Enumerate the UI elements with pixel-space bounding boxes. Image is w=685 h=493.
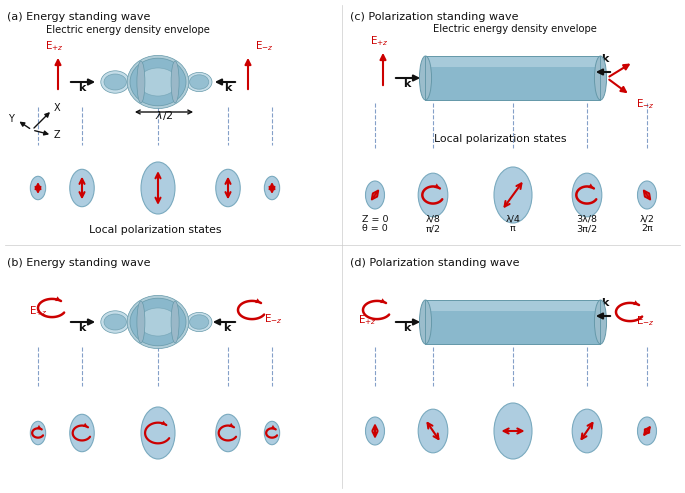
Ellipse shape — [130, 298, 186, 346]
Ellipse shape — [494, 167, 532, 223]
Ellipse shape — [264, 422, 279, 445]
Ellipse shape — [419, 300, 432, 344]
Ellipse shape — [104, 314, 127, 330]
Ellipse shape — [30, 176, 46, 200]
Text: k: k — [78, 83, 86, 93]
Text: θ = 0: θ = 0 — [362, 224, 388, 233]
Text: k: k — [601, 54, 609, 64]
Text: Electric energy density envelope: Electric energy density envelope — [433, 24, 597, 34]
Ellipse shape — [30, 422, 46, 445]
Ellipse shape — [264, 176, 279, 200]
Ellipse shape — [138, 68, 177, 96]
Text: E$_{-z}$: E$_{-z}$ — [255, 39, 274, 53]
Ellipse shape — [366, 181, 384, 209]
Bar — [425, 56, 601, 100]
Ellipse shape — [366, 417, 384, 445]
Ellipse shape — [190, 75, 209, 89]
Ellipse shape — [70, 169, 95, 207]
Ellipse shape — [130, 58, 186, 106]
Text: (d) Polarization standing wave: (d) Polarization standing wave — [350, 258, 519, 268]
Text: (c) Polarization standing wave: (c) Polarization standing wave — [350, 12, 519, 22]
Bar — [425, 56, 601, 67]
Text: $\lambda$/2: $\lambda$/2 — [155, 109, 173, 122]
Ellipse shape — [101, 71, 129, 93]
Ellipse shape — [127, 55, 189, 108]
Ellipse shape — [137, 61, 145, 103]
Text: E$_{+z}$: E$_{+z}$ — [358, 313, 376, 327]
Ellipse shape — [104, 74, 127, 90]
Ellipse shape — [127, 295, 189, 349]
Ellipse shape — [638, 181, 656, 209]
Text: k: k — [403, 323, 411, 333]
Ellipse shape — [186, 72, 212, 92]
Text: E$_{+z}$: E$_{+z}$ — [370, 34, 388, 48]
Text: Z = 0: Z = 0 — [362, 215, 388, 224]
Ellipse shape — [216, 169, 240, 207]
Bar — [425, 300, 601, 344]
Text: 3λ/8: 3λ/8 — [577, 215, 597, 224]
Text: (a) Energy standing wave: (a) Energy standing wave — [7, 12, 151, 22]
Ellipse shape — [638, 417, 656, 445]
Text: (b) Energy standing wave: (b) Energy standing wave — [7, 258, 151, 268]
Ellipse shape — [572, 173, 602, 217]
Ellipse shape — [418, 173, 448, 217]
Ellipse shape — [101, 311, 129, 333]
Text: λ/8: λ/8 — [425, 215, 440, 224]
Ellipse shape — [70, 414, 95, 452]
Ellipse shape — [190, 315, 209, 329]
Ellipse shape — [138, 308, 177, 336]
Ellipse shape — [137, 301, 145, 343]
Text: Local polarization states: Local polarization states — [434, 134, 566, 144]
Text: λ/4: λ/4 — [506, 215, 521, 224]
Bar — [425, 300, 601, 311]
Text: λ/2: λ/2 — [640, 215, 654, 224]
Text: k: k — [78, 323, 86, 333]
Text: k: k — [403, 79, 411, 89]
Ellipse shape — [572, 409, 602, 453]
Bar — [425, 56, 601, 100]
Text: 3π/2: 3π/2 — [577, 224, 597, 233]
Text: k: k — [224, 83, 232, 93]
Text: π/2: π/2 — [425, 224, 440, 233]
Ellipse shape — [171, 61, 179, 103]
Text: X: X — [54, 103, 61, 113]
Text: E$_{+z}$: E$_{+z}$ — [29, 304, 47, 318]
Text: E$_{-z}$: E$_{-z}$ — [636, 314, 655, 328]
Text: π: π — [510, 224, 516, 233]
Text: Z: Z — [54, 130, 61, 140]
Ellipse shape — [595, 56, 606, 100]
Ellipse shape — [418, 409, 448, 453]
Text: 2π: 2π — [641, 224, 653, 233]
Text: Y: Y — [8, 114, 14, 124]
Ellipse shape — [141, 407, 175, 459]
Text: E$_{+z}$: E$_{+z}$ — [45, 39, 63, 53]
Ellipse shape — [186, 313, 212, 332]
Text: E$_{-z}$: E$_{-z}$ — [636, 97, 655, 111]
Ellipse shape — [419, 56, 432, 100]
Ellipse shape — [216, 414, 240, 452]
Text: E$_{-z}$: E$_{-z}$ — [264, 312, 283, 326]
Text: Electric energy density envelope: Electric energy density envelope — [46, 25, 210, 35]
Text: Local polarization states: Local polarization states — [89, 225, 221, 235]
Ellipse shape — [595, 300, 606, 344]
Ellipse shape — [494, 403, 532, 459]
Text: k: k — [601, 298, 609, 308]
Text: k: k — [223, 323, 231, 333]
Bar — [425, 300, 601, 344]
Ellipse shape — [171, 301, 179, 343]
Ellipse shape — [141, 162, 175, 214]
